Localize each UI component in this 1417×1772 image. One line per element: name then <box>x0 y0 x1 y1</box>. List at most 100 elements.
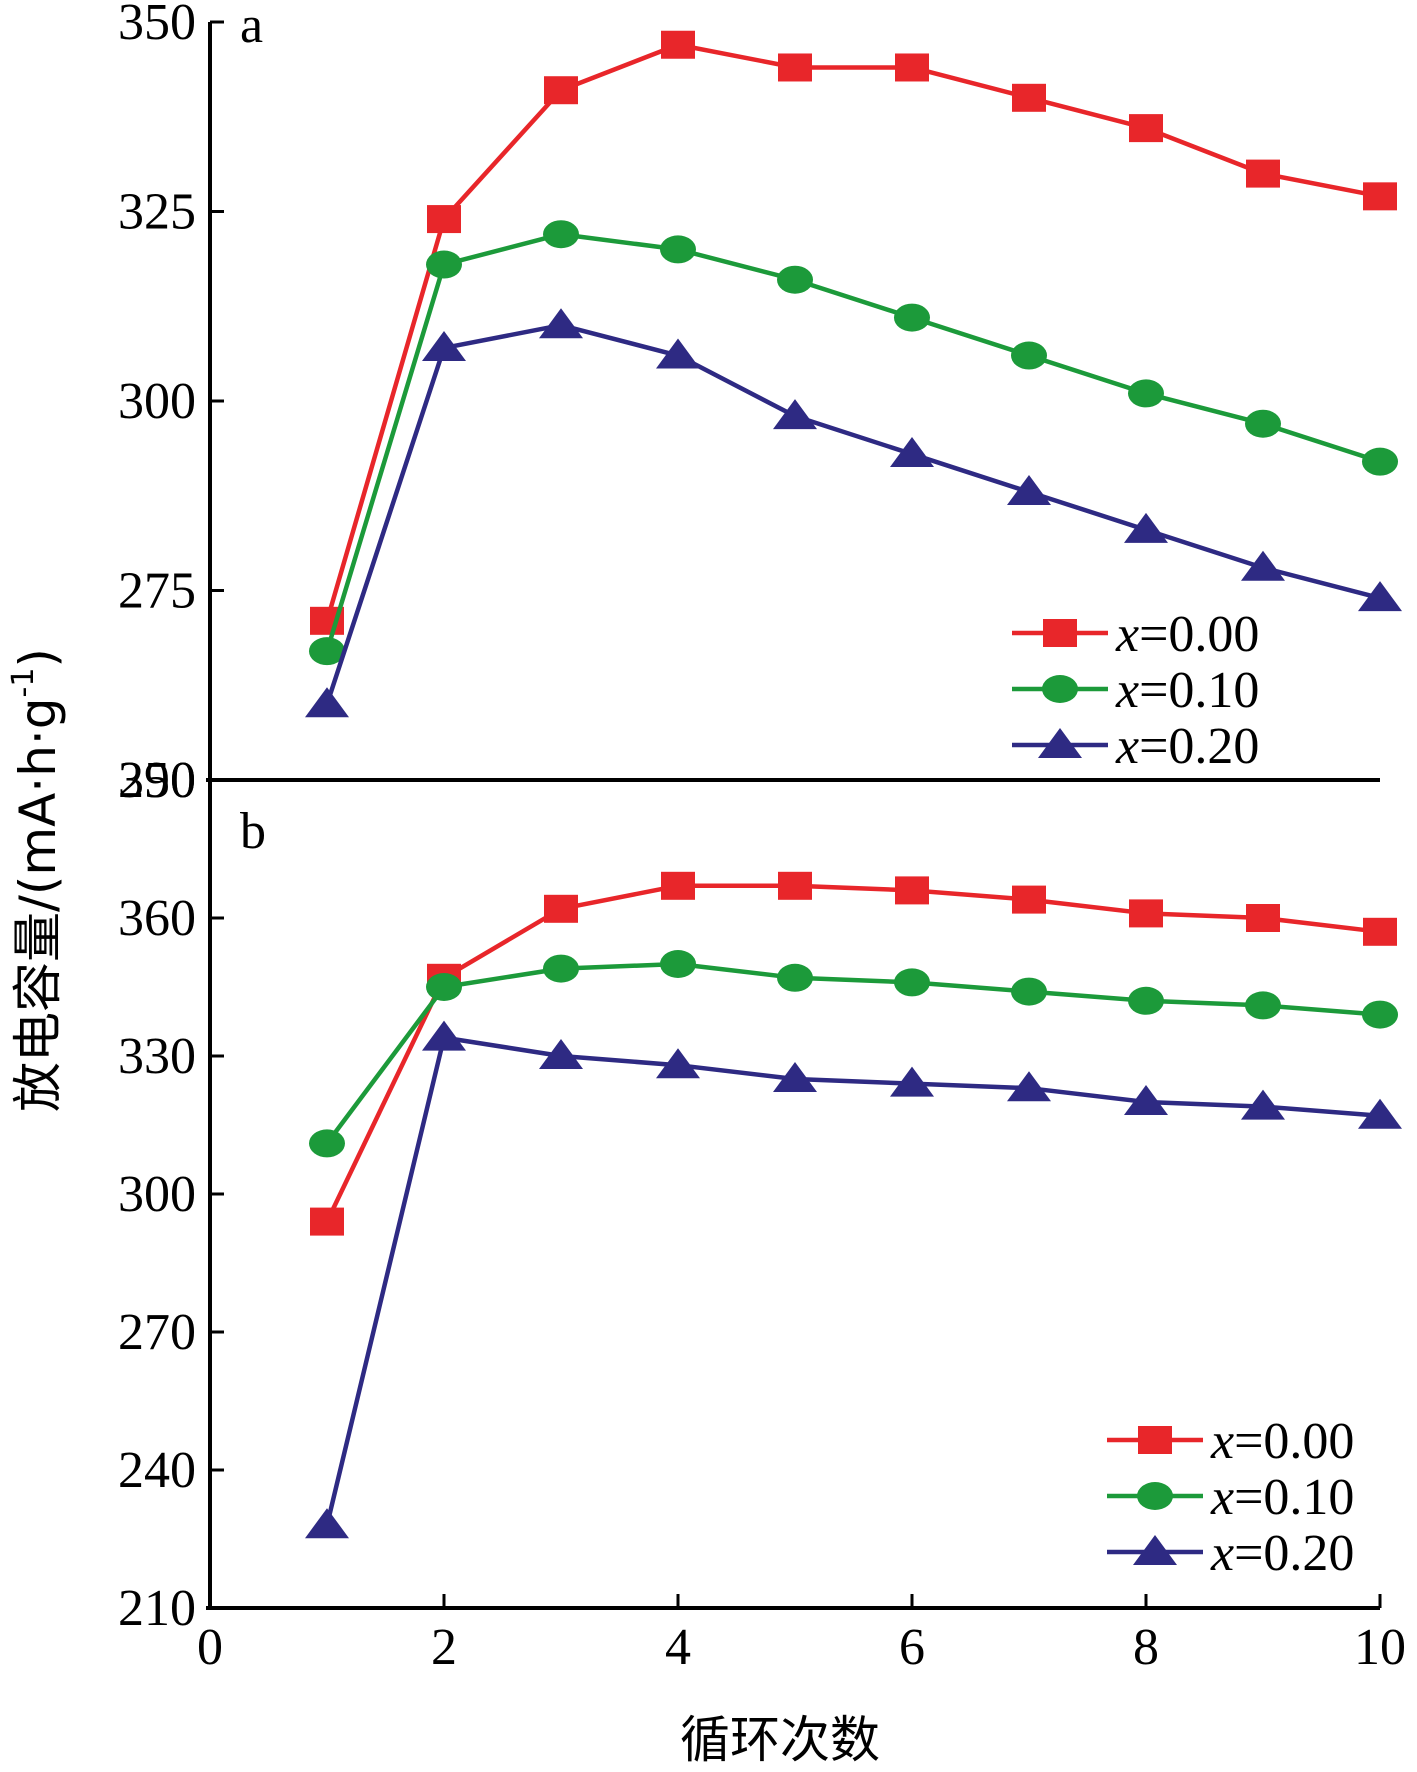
legend-b: x=0.00x=0.10x=0.20 <box>1107 1413 1354 1582</box>
data-point-a-0 <box>895 53 929 82</box>
data-point-a-2 <box>1358 581 1402 612</box>
data-point-a-0 <box>544 76 578 105</box>
plot-layer: a250275300325350x=0.00x=0.10x=0.20b21024… <box>118 0 1406 1676</box>
data-point-a-2 <box>1007 474 1051 505</box>
data-point-a-1 <box>894 303 930 332</box>
data-point-a-2 <box>1124 512 1168 543</box>
y-tick-label-b: 360 <box>118 890 196 947</box>
data-point-a-2 <box>773 399 817 430</box>
legend-marker-b-1 <box>1137 1482 1173 1510</box>
x-tick-label: 6 <box>899 1619 925 1676</box>
data-point-b-2 <box>773 1062 817 1092</box>
x-axis-title: 循环次数 <box>680 1711 880 1769</box>
data-point-b-1 <box>1011 977 1047 1006</box>
series-line-a-0 <box>324 42 1381 622</box>
legend-variable: x <box>1115 606 1139 663</box>
legend-value: =0.00 <box>1139 606 1259 663</box>
data-point-b-1 <box>426 973 462 1001</box>
data-point-a-2 <box>656 338 700 369</box>
legend-marker-a-2 <box>1038 728 1082 758</box>
data-point-b-0 <box>1246 904 1280 932</box>
series-line-a-1 <box>324 231 1381 652</box>
legend-value: =0.10 <box>1234 1469 1354 1526</box>
x-tick-label: 4 <box>665 1619 691 1676</box>
y-tick-label-a: 250 <box>118 752 196 809</box>
legend-label-a-0: x=0.00 <box>1115 606 1259 663</box>
data-point-a-1 <box>1128 379 1164 408</box>
y-tick-label-a: 275 <box>118 563 196 620</box>
data-point-a-2 <box>305 687 349 718</box>
data-point-b-0 <box>1012 885 1046 914</box>
data-point-a-0 <box>1012 83 1046 112</box>
series-a-0 <box>310 30 1397 635</box>
data-point-a-1 <box>777 265 813 294</box>
y-tick-label-b: 330 <box>118 1028 196 1085</box>
panel-label-b: b <box>240 803 266 860</box>
legend-value: =0.00 <box>1234 1413 1354 1470</box>
data-point-a-1 <box>1011 341 1047 370</box>
data-point-b-0 <box>1129 899 1163 928</box>
legend-label-b-2: x=0.20 <box>1210 1525 1354 1582</box>
data-point-b-1 <box>1128 986 1164 1015</box>
y-tick-label-b: 270 <box>118 1304 196 1361</box>
legend-variable: x <box>1210 1525 1234 1582</box>
data-point-b-2 <box>305 1508 349 1539</box>
legend-marker-a-1 <box>1042 675 1078 703</box>
data-point-b-0 <box>1363 917 1397 946</box>
data-point-a-1 <box>1245 409 1281 438</box>
y-tick-label-a: 300 <box>118 373 196 430</box>
data-point-a-2 <box>539 308 583 339</box>
data-point-a-2 <box>1241 550 1285 581</box>
data-point-a-1 <box>660 235 696 264</box>
y-tick-label-a: 350 <box>118 0 196 51</box>
y-axis-title-superscript: -1 <box>6 668 41 698</box>
data-point-b-1 <box>1362 1000 1398 1029</box>
data-point-b-0 <box>310 1207 344 1236</box>
data-point-b-1 <box>1245 991 1281 1020</box>
data-point-b-1 <box>660 950 696 978</box>
legend-marker-a-0 <box>1043 619 1077 647</box>
data-point-b-1 <box>543 954 579 983</box>
y-axis-title-close: ) <box>9 648 67 668</box>
data-point-a-1 <box>426 250 462 279</box>
x-tick-label: 0 <box>197 1619 223 1676</box>
data-point-a-1 <box>543 220 579 249</box>
data-point-b-2 <box>1358 1098 1402 1129</box>
legend-variable: x <box>1210 1413 1234 1470</box>
data-point-b-0 <box>544 894 578 923</box>
legend-label-a-2: x=0.20 <box>1115 718 1259 775</box>
data-point-b-2 <box>1007 1071 1051 1102</box>
legend-label-a-1: x=0.10 <box>1115 662 1259 719</box>
legend-variable: x <box>1210 1469 1234 1526</box>
y-tick-label-b: 210 <box>118 1580 196 1637</box>
data-point-b-0 <box>661 871 695 900</box>
data-point-a-0 <box>778 53 812 82</box>
data-point-a-2 <box>422 330 466 361</box>
data-point-a-1 <box>1362 447 1398 476</box>
legend-label-b-1: x=0.10 <box>1210 1469 1354 1526</box>
legend-a: x=0.00x=0.10x=0.20 <box>1012 606 1259 775</box>
data-point-b-1 <box>894 968 930 997</box>
data-point-b-0 <box>895 876 929 905</box>
data-point-b-2 <box>656 1048 700 1079</box>
data-point-a-0 <box>1246 159 1280 188</box>
data-point-b-0 <box>778 871 812 900</box>
y-axis-title-main: 放电容量/(mA·h·g <box>9 697 67 1111</box>
legend-value: =0.20 <box>1234 1525 1354 1582</box>
series-a-2 <box>305 308 1402 718</box>
data-point-a-0 <box>427 205 461 234</box>
legend-variable: x <box>1115 718 1139 775</box>
legend-label-b-0: x=0.00 <box>1210 1413 1354 1470</box>
data-point-b-2 <box>1124 1085 1168 1115</box>
data-point-b-2 <box>890 1066 934 1097</box>
data-point-a-0 <box>661 30 695 59</box>
legend-value: =0.10 <box>1139 662 1259 719</box>
panel-label-a: a <box>240 0 263 54</box>
x-tick-label: 10 <box>1354 1619 1406 1676</box>
data-point-b-1 <box>777 963 813 992</box>
series-a-1 <box>309 220 1398 666</box>
legend-variable: x <box>1115 662 1139 719</box>
legend-marker-b-0 <box>1138 1426 1172 1454</box>
